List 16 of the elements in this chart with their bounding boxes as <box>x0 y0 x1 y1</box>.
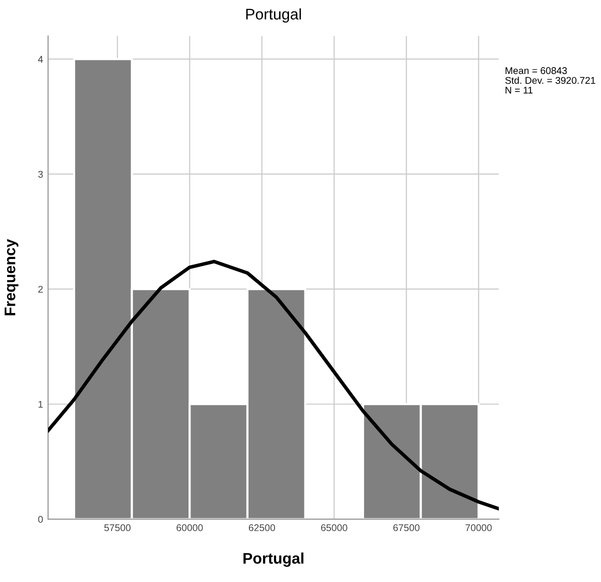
y-tick-label: 1 <box>38 400 43 408</box>
y-tick-label: 4 <box>38 56 43 63</box>
x-axis-title: Portugal <box>243 552 304 567</box>
x-tick-label: 62500 <box>248 524 276 532</box>
x-tick-label: 60000 <box>176 524 203 532</box>
chart-title: Portugal <box>246 8 301 23</box>
y-tick-label: 3 <box>38 170 43 178</box>
y-axis-title: Frequency <box>4 239 18 316</box>
x-tick-label: 70000 <box>466 524 492 532</box>
x-tick-label: 67500 <box>393 524 420 532</box>
text: Mean = 60843 Std. Dev. = 3920.721 N = 11 <box>505 67 596 94</box>
line-series <box>48 260 499 511</box>
y-tick-label: 2 <box>38 286 43 293</box>
y-tick-label: 0 <box>38 516 43 523</box>
x-tick-label: 57500 <box>104 524 131 532</box>
x-tick-label: 65000 <box>321 524 348 532</box>
